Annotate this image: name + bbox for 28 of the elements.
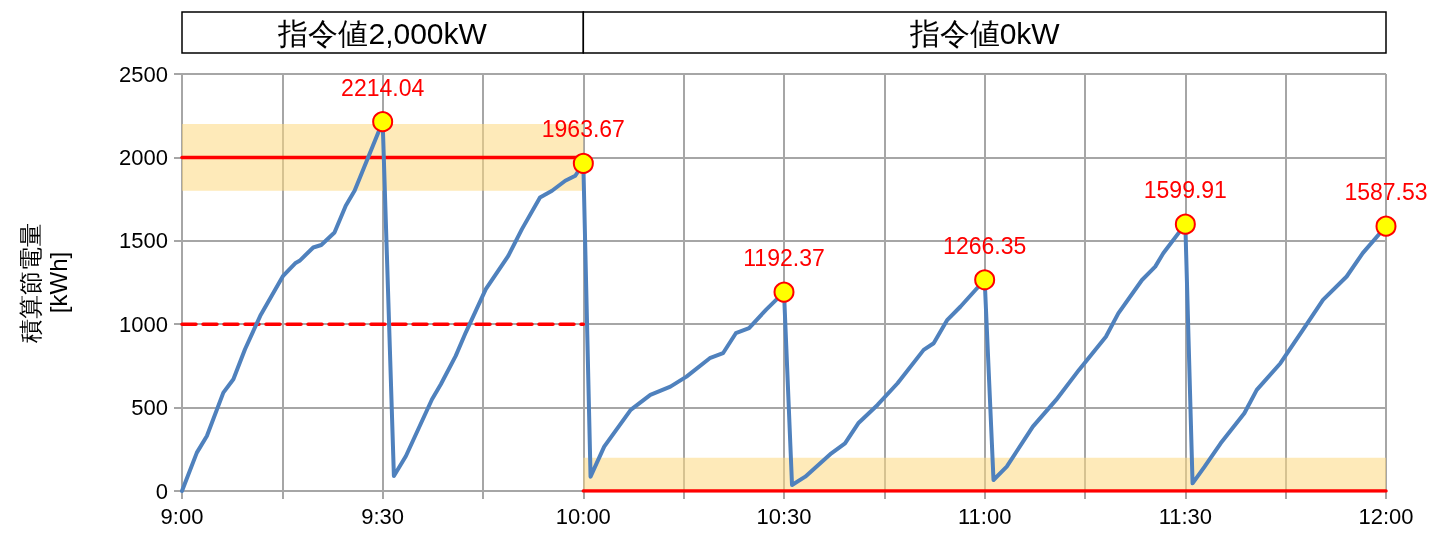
- data-label: 1587.53: [1344, 179, 1428, 206]
- x-tick-label: 9:30: [361, 503, 405, 529]
- y-tick-label: 500: [131, 395, 168, 421]
- text: 指令値2,000kW: [277, 16, 488, 50]
- data-label: 2214.04: [341, 74, 425, 101]
- point: [372, 111, 394, 133]
- y-tick-label: 1000: [119, 311, 168, 337]
- text: 指令値0kW: [908, 16, 1061, 50]
- point: [974, 269, 996, 291]
- point: [572, 152, 594, 174]
- y-tick-label: 2500: [119, 61, 168, 87]
- data-label: 1963.67: [541, 116, 625, 143]
- data-label: 1266.35: [943, 232, 1027, 259]
- point: [773, 281, 795, 303]
- y-axis-title: 積算節電量 [kWh]: [16, 222, 72, 343]
- y-tick-label: 2000: [119, 144, 168, 170]
- x-tick-label: 12:00: [1358, 503, 1414, 529]
- point: [1174, 213, 1196, 235]
- x-tick-label: 11:00: [957, 503, 1012, 529]
- data-label: 1599.91: [1143, 177, 1227, 204]
- x-tick-label: 11:30: [1158, 503, 1213, 529]
- x-tick-label: 10:30: [756, 503, 812, 529]
- data-label: 1192.37: [743, 245, 825, 272]
- x-tick-label: 10:00: [555, 503, 611, 529]
- x-tick-label: 9:00: [160, 503, 204, 529]
- y-tick-label: 0: [155, 478, 168, 504]
- y-tick-label: 1500: [119, 228, 168, 254]
- point: [1375, 215, 1397, 237]
